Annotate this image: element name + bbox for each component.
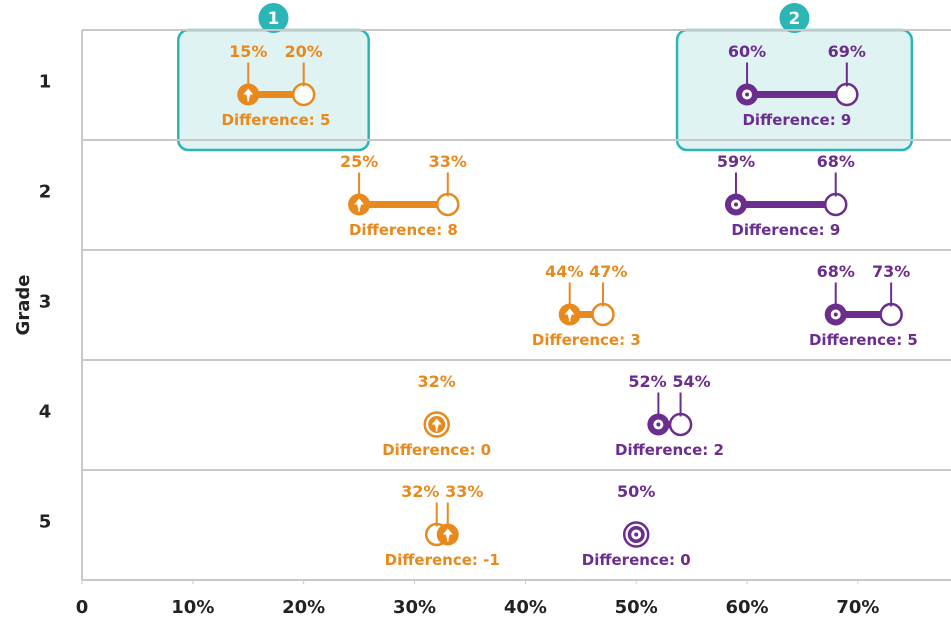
x-tick-label: 40%	[504, 597, 547, 618]
difference-label: Difference: 0	[382, 441, 491, 459]
x-tick-label: 70%	[836, 597, 879, 618]
end-marker	[879, 302, 903, 327]
value-label: 20%	[285, 42, 323, 61]
leaf-icon	[442, 528, 453, 542]
end-marker	[291, 82, 316, 107]
difference-label: Difference: 0	[582, 551, 691, 569]
value-label: 59%	[717, 152, 755, 171]
end-marker	[591, 302, 615, 327]
value-label: 68%	[817, 152, 855, 171]
value-label: 25%	[340, 152, 378, 171]
badge-label: 1	[268, 9, 280, 29]
highlight-box	[675, 28, 914, 152]
difference-label: Difference: -1	[385, 551, 500, 569]
y-axis-label: Grade	[13, 275, 34, 336]
x-tick-label: 60%	[726, 597, 769, 618]
leaf-icon	[354, 198, 365, 212]
flower-center	[745, 92, 750, 97]
x-tick-label: 10%	[171, 597, 214, 618]
badge-label: 2	[789, 9, 801, 29]
x-tick-label: 30%	[393, 597, 436, 618]
y-tick-label: 4	[39, 402, 52, 423]
end-marker	[668, 412, 693, 437]
difference-label: Difference: 9	[731, 221, 840, 239]
leaf-icon	[243, 88, 254, 102]
difference-label: Difference: 3	[532, 331, 641, 349]
y-tick-label: 1	[39, 72, 52, 93]
leaf-icon	[431, 418, 442, 432]
x-tick-label: 50%	[615, 597, 658, 618]
value-label: 47%	[589, 262, 627, 281]
value-label: 68%	[817, 262, 855, 281]
value-label: 33%	[445, 482, 483, 501]
flower-center	[656, 422, 661, 427]
highlight-box	[177, 28, 370, 152]
value-label: 60%	[728, 42, 766, 61]
end-marker	[823, 192, 848, 217]
leaf-icon	[564, 308, 575, 322]
value-label: 73%	[872, 262, 910, 281]
y-tick-label: 2	[39, 182, 52, 203]
value-label: 33%	[429, 152, 467, 171]
badge	[258, 3, 289, 33]
y-tick-label: 3	[39, 292, 52, 313]
difference-label: Difference: 8	[349, 221, 458, 239]
value-label: 32%	[401, 482, 439, 501]
value-label: 52%	[628, 372, 666, 391]
flower-center	[833, 312, 838, 317]
difference-label: Difference: 5	[809, 331, 918, 349]
x-tick-label: 20%	[282, 597, 325, 618]
difference-label: Difference: 2	[615, 441, 724, 459]
flower-center	[634, 532, 639, 537]
value-label: 15%	[229, 42, 267, 61]
x-tick-label: 0	[76, 597, 89, 618]
value-label: 32%	[418, 372, 456, 391]
y-tick-label: 5	[39, 512, 52, 533]
end-marker	[835, 82, 859, 107]
difference-label: Difference: 9	[742, 111, 851, 129]
value-label: 69%	[828, 42, 866, 61]
difference-label: Difference: 5	[222, 111, 331, 129]
value-label: 50%	[617, 482, 655, 501]
badge	[779, 3, 810, 33]
flower-center	[733, 202, 738, 207]
value-label: 54%	[672, 372, 710, 391]
value-label: 44%	[545, 262, 583, 281]
end-marker	[436, 192, 460, 217]
